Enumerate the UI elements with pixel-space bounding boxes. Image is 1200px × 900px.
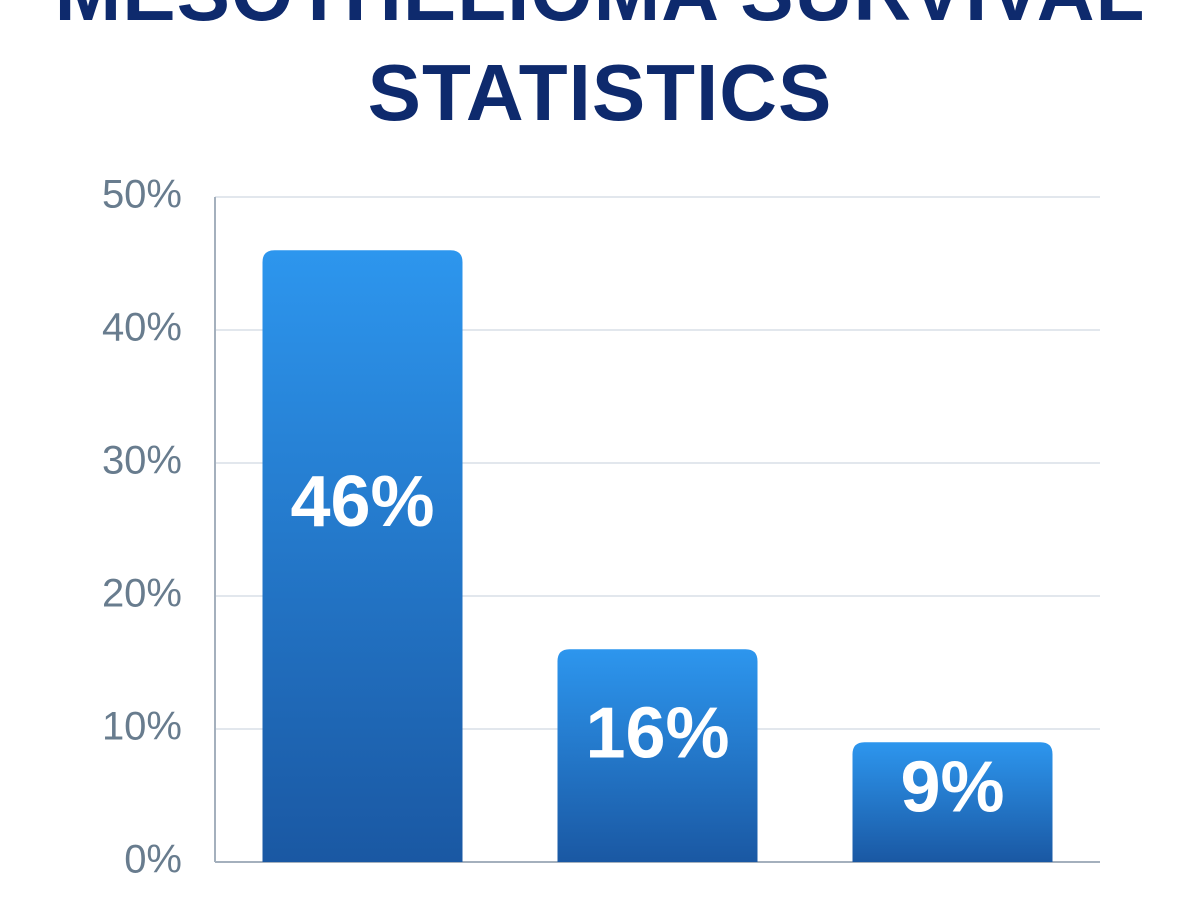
bar (852, 742, 1053, 862)
y-tick-label: 0% (124, 838, 182, 882)
value-label: 46% (290, 462, 434, 542)
y-tick-label: 50% (102, 173, 182, 217)
chart-title: MESOTHELIOMA SURVIVAL STATISTICS (55, 0, 1145, 137)
y-tick-label: 30% (102, 439, 182, 483)
value-label: 9% (900, 748, 1004, 828)
bar (557, 649, 758, 862)
y-tick-label: 10% (102, 705, 182, 749)
y-tick-label: 20% (102, 572, 182, 616)
value-label: 16% (585, 694, 729, 774)
bar (262, 250, 463, 862)
y-tick-label: 40% (102, 306, 182, 350)
